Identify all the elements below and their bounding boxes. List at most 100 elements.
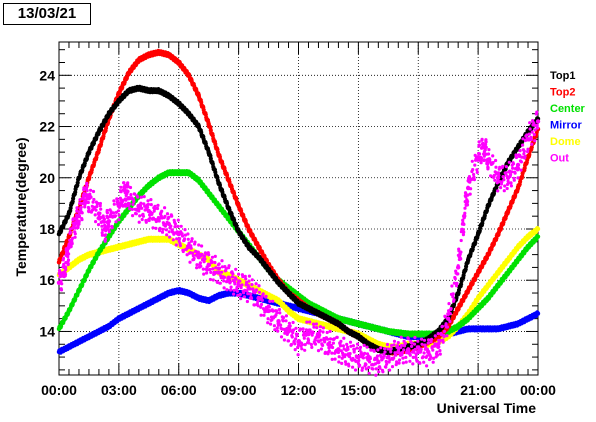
data-point — [196, 93, 201, 98]
data-point — [525, 155, 531, 160]
data-point — [326, 342, 331, 347]
data-point — [256, 295, 261, 301]
data-point — [525, 316, 531, 321]
data-point — [166, 93, 171, 98]
data-point — [96, 147, 102, 152]
series-out — [56, 110, 541, 377]
data-point — [176, 101, 181, 106]
data-point — [461, 213, 467, 219]
data-point — [186, 73, 191, 78]
data-point — [86, 196, 92, 201]
data-point — [106, 111, 112, 116]
data-point — [186, 170, 191, 175]
data-point — [525, 137, 531, 142]
data-point — [336, 321, 341, 326]
y-tick-label: 18 — [39, 221, 55, 237]
data-point — [76, 339, 82, 344]
data-point — [96, 211, 102, 216]
data-point — [426, 349, 431, 355]
data-point — [436, 344, 441, 350]
data-point — [465, 288, 471, 293]
data-point — [66, 344, 72, 350]
data-point — [206, 190, 211, 196]
data-point — [96, 249, 102, 255]
data-point — [116, 98, 122, 104]
x-tick-label: 21:00 — [460, 382, 496, 398]
data-point — [485, 295, 491, 301]
date-label: 13/03/21 — [3, 3, 91, 25]
data-point — [495, 270, 501, 275]
data-point — [116, 203, 122, 209]
data-point — [515, 321, 521, 326]
data-point — [276, 280, 281, 285]
data-point — [455, 290, 461, 296]
data-point — [346, 319, 351, 324]
data-point — [146, 52, 152, 58]
data-point — [246, 244, 251, 250]
data-point — [455, 265, 461, 270]
data-point — [86, 175, 92, 180]
data-point — [156, 295, 161, 301]
data-point — [366, 342, 371, 347]
data-point — [475, 295, 481, 301]
data-point — [66, 308, 72, 314]
data-point — [126, 242, 132, 247]
data-point — [176, 170, 181, 175]
axis-ticks — [58, 42, 539, 375]
data-point — [246, 285, 251, 291]
data-point — [136, 206, 142, 211]
data-point — [186, 111, 191, 116]
data-point — [126, 88, 132, 93]
data-point — [126, 196, 132, 201]
data-point — [495, 283, 501, 288]
data-point — [196, 295, 201, 301]
data-point — [286, 290, 291, 296]
data-point — [485, 252, 491, 257]
data-point — [66, 244, 72, 250]
data-point — [216, 180, 221, 186]
data-point — [206, 121, 211, 127]
data-point — [106, 234, 112, 239]
y-tick-label: 24 — [39, 67, 55, 83]
legend-entry-top1: Top1 — [550, 70, 575, 82]
data-point — [166, 52, 171, 58]
data-point — [76, 288, 82, 293]
data-point — [535, 226, 541, 232]
data-point — [156, 50, 161, 55]
data-point — [146, 237, 152, 242]
data-point — [296, 339, 301, 344]
x-tick-label: 00:00 — [520, 382, 556, 398]
data-point — [535, 234, 541, 239]
data-point — [306, 306, 311, 311]
data-point — [216, 270, 221, 275]
data-point — [465, 257, 471, 262]
data-point — [306, 331, 311, 337]
data-point — [206, 262, 211, 268]
data-point — [126, 311, 132, 316]
data-point — [96, 329, 102, 334]
data-point — [535, 119, 541, 124]
legend: Top1 Top2 Center Mirror Dome Out — [550, 70, 586, 165]
data-point — [56, 326, 62, 332]
data-point — [316, 334, 321, 339]
data-point — [86, 252, 92, 257]
data-point — [166, 170, 171, 175]
data-point — [376, 326, 381, 332]
data-point — [485, 203, 491, 209]
data-point — [216, 152, 221, 157]
data-point — [495, 231, 501, 237]
data-point — [475, 306, 481, 311]
data-point — [66, 211, 72, 216]
data-point — [346, 352, 351, 357]
data-point — [505, 175, 511, 180]
data-point — [535, 311, 541, 316]
data-point — [146, 183, 152, 188]
data-point — [515, 144, 521, 150]
data-point — [286, 308, 291, 314]
data-point — [256, 244, 261, 250]
data-point — [196, 178, 201, 183]
data-point — [336, 347, 341, 352]
data-point — [475, 231, 481, 237]
data-point — [246, 226, 251, 232]
x-tick-label: 03:00 — [101, 382, 137, 398]
